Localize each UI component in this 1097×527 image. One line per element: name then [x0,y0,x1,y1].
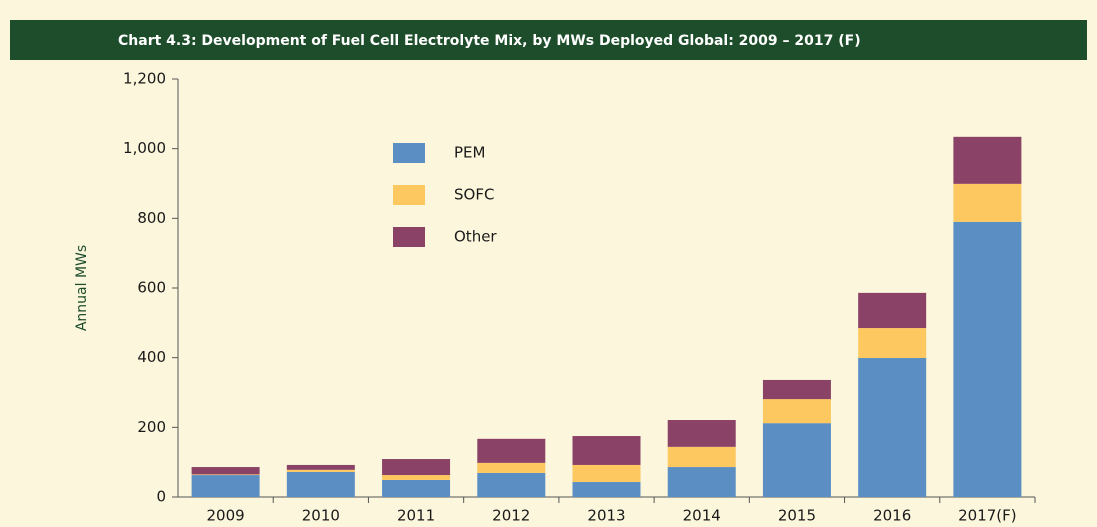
bar-segment [763,380,831,399]
y-tick-label: 400 [137,348,166,366]
bar-segment [953,222,1021,497]
bar-segment [763,423,831,497]
x-tick-label: 2016 [873,507,911,525]
bar-segment [477,473,545,497]
y-tick-label: 1,200 [123,70,166,88]
y-tick-label: 600 [137,279,166,297]
chart-title: Chart 4.3: Development of Fuel Cell Elec… [118,33,861,49]
bar-segment [477,463,545,473]
bar-segment [858,293,926,328]
x-tick-label: 2009 [207,507,245,525]
bar-segment [573,482,641,497]
bar-segment [382,459,450,475]
bar-segment [477,439,545,463]
bar-segment [953,184,1021,222]
bar-segment [382,475,450,480]
x-tick-label: 2010 [302,507,340,525]
y-tick-label: 0 [156,488,166,506]
y-axis-label: Annual MWs [74,245,90,331]
bar-segment [668,467,736,497]
legend-label: SOFC [454,186,494,204]
x-tick-label: 2015 [778,507,816,525]
chart: Chart 4.3: Development of Fuel Cell Elec… [0,0,1097,527]
legend-label: PEM [454,144,485,162]
bar-segment [858,358,926,497]
x-tick-label: 2011 [397,507,435,525]
bar-segment [858,328,926,358]
bar-segment [573,465,641,482]
x-tick-label: 2014 [683,507,721,525]
bar-segment [668,447,736,467]
y-tick-label: 200 [137,418,166,436]
x-tick-label: 2017(F) [958,507,1017,525]
y-tick-label: 1,000 [123,139,166,157]
legend-swatch [393,227,425,247]
bar-segment [287,470,355,472]
bar-segment [573,436,641,465]
bar-segment [192,467,260,474]
legend-swatch [393,185,425,205]
bar-segment [668,420,736,447]
bar-segment [382,480,450,497]
x-tick-label: 2013 [587,507,625,525]
y-tick-label: 800 [137,209,166,227]
legend-swatch [393,143,425,163]
bar-segment [192,475,260,497]
legend-label: Other [454,228,497,246]
bar-segment [953,137,1021,184]
x-tick-label: 2012 [492,507,530,525]
bar-segment [763,399,831,423]
bar-segment [287,472,355,497]
bar-segment [287,465,355,470]
bar-segment [192,474,260,475]
